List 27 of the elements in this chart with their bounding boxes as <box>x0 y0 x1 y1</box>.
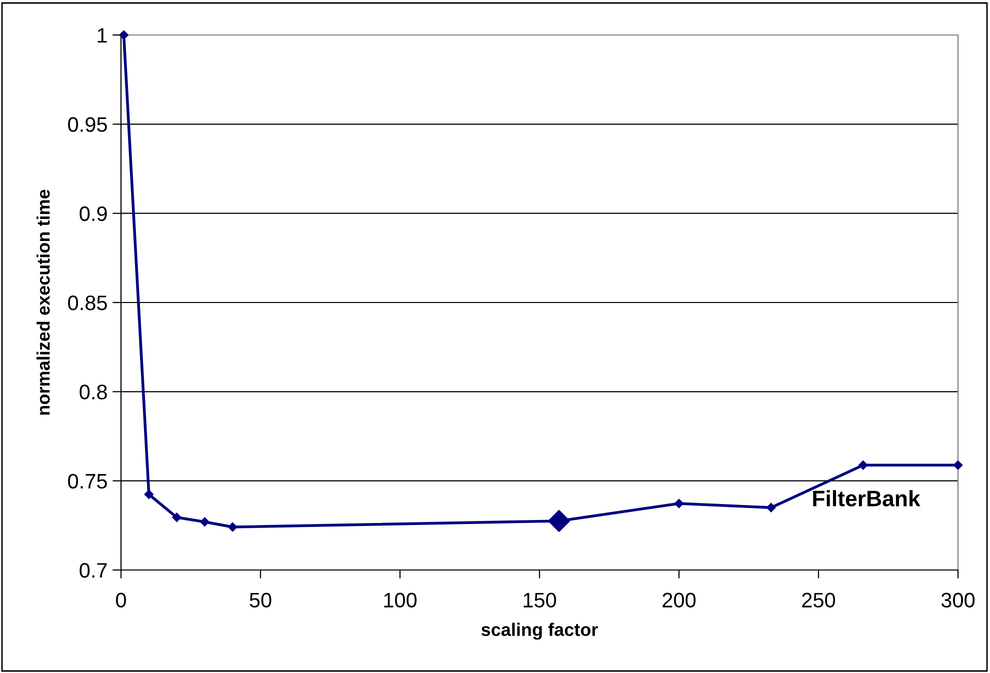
x-tick-label: 250 <box>802 592 836 608</box>
y-tick-label: 0.85 <box>68 296 107 310</box>
x-tick-label: 0 <box>116 592 126 608</box>
annotation: FilterBank <box>813 490 920 506</box>
y-tick-label: 0.75 <box>68 474 107 489</box>
point <box>953 460 963 470</box>
point <box>119 30 128 40</box>
y-tick-label: 0.95 <box>68 117 107 132</box>
x-tick-label: 300 <box>941 592 975 608</box>
x-tick-label: 200 <box>662 592 696 608</box>
point <box>858 460 868 470</box>
point <box>172 512 182 522</box>
x-tick-label: 100 <box>384 592 417 608</box>
x-tick-label: 50 <box>250 592 272 608</box>
point <box>144 490 154 500</box>
x-tick-label: 150 <box>524 592 556 608</box>
y-tick-label: 0.9 <box>80 206 107 222</box>
point <box>766 502 776 512</box>
point <box>548 510 570 532</box>
point <box>674 498 684 508</box>
x-axis-title: scaling factor <box>481 622 598 640</box>
y-tick-label: 1 <box>98 28 107 43</box>
y-tick-label: 0.8 <box>80 384 107 400</box>
y-tick-label: 0.7 <box>80 563 107 578</box>
point <box>228 522 238 532</box>
point <box>200 517 210 526</box>
y-axis-title: normalized execution time <box>36 190 50 415</box>
